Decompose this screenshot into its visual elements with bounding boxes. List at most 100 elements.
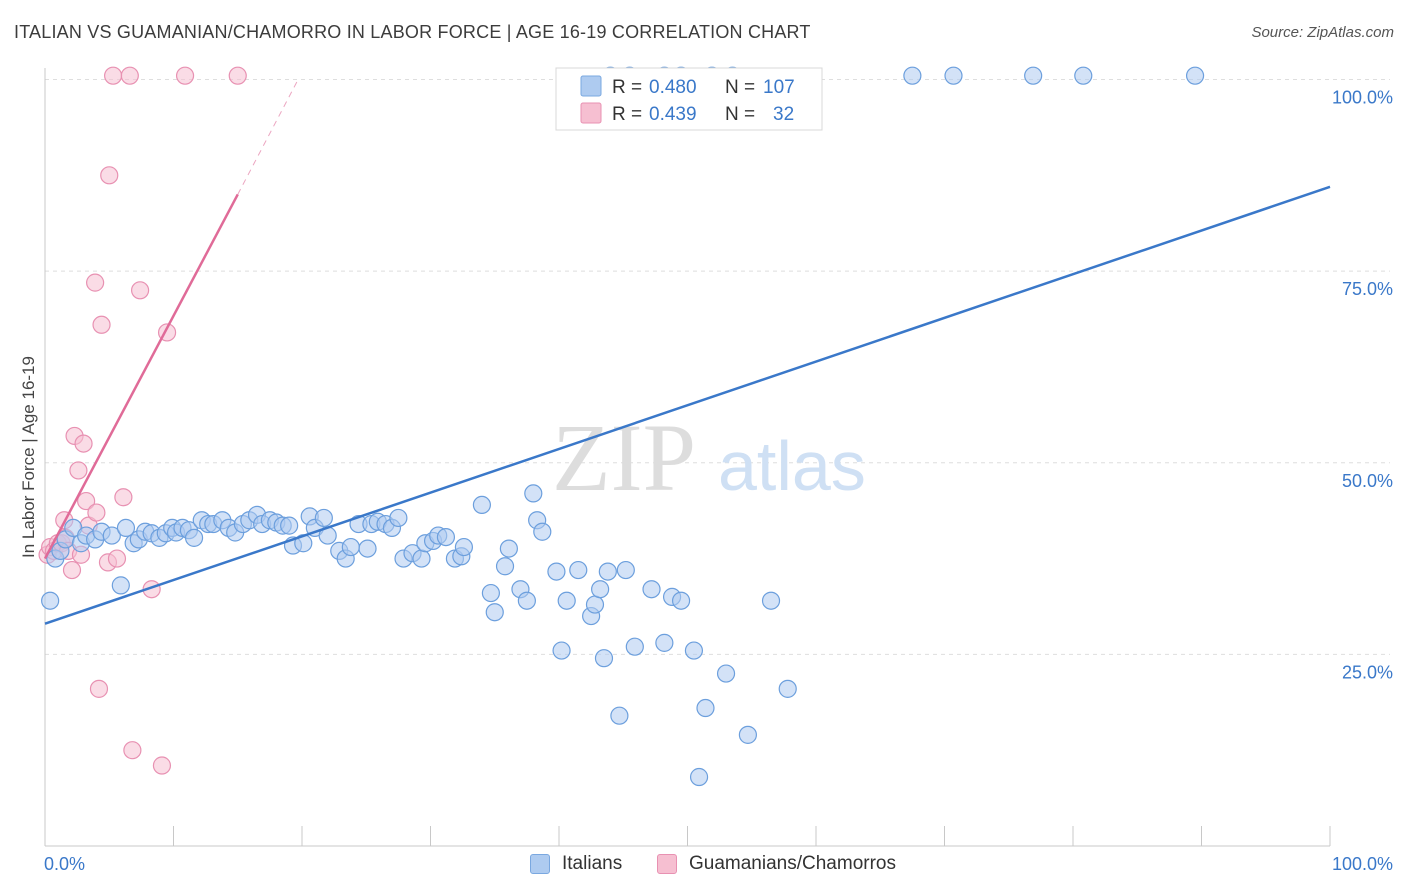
y-tick-label: 25.0% [1342, 662, 1393, 682]
italian-point [389, 508, 408, 528]
italian-point [696, 698, 715, 718]
italian-point [594, 649, 614, 668]
italian-point [111, 576, 130, 595]
guamanian-point [89, 679, 109, 698]
italian-point [41, 591, 60, 610]
guamanian-point [92, 315, 111, 334]
italian-point [689, 767, 709, 787]
guamanian-point [152, 756, 172, 775]
italian-point [517, 591, 536, 610]
italian-point [116, 518, 136, 538]
source-attribution: Source: ZipAtlas.com [1251, 24, 1394, 41]
italian-point [903, 66, 922, 85]
italian-point [642, 580, 661, 599]
italian-point [412, 549, 431, 568]
legend-swatch-italians-bottom [530, 854, 550, 874]
watermark-zip: ZIP [552, 404, 696, 511]
watermark-atlas: atlas [718, 427, 866, 505]
italian-point [552, 641, 571, 660]
italian-point [280, 516, 299, 535]
guamanian-point [114, 488, 133, 507]
guamanian-point [77, 491, 96, 511]
guamanian-point [107, 549, 127, 568]
italian-point [598, 562, 617, 581]
legend-swatch-guamanians [580, 102, 602, 124]
legend-r-label-guamanians: R = [612, 104, 642, 125]
legend-item-italians: Italians [530, 851, 622, 877]
italian-point [778, 679, 797, 698]
italian-point [557, 591, 576, 610]
italian-point [625, 637, 644, 656]
guamanian-point [62, 560, 82, 580]
legend-r-value-guamanians: 0.439 [649, 104, 697, 125]
italian-point [102, 526, 121, 545]
watermark: ZIP atlas [552, 404, 866, 511]
italian-point [716, 664, 736, 683]
legend-r-label-italians: R = [612, 77, 642, 98]
legend-label-italians: Italians [562, 853, 623, 874]
guamanian-point [120, 66, 139, 85]
italian-point [485, 603, 504, 622]
legend-n-label-italians: N = [725, 77, 755, 98]
italian-point [1024, 66, 1043, 85]
guamanians-trend-line [43, 193, 239, 560]
italian-point [569, 560, 588, 580]
guamanian-point [123, 741, 142, 760]
legend-item-guamanians: Guamanians/Chamorros [657, 851, 896, 877]
pink-points [38, 66, 247, 775]
italian-point [547, 562, 566, 581]
gridlines [45, 79, 1390, 655]
italian-point [616, 560, 635, 580]
y-tick-labels: 100.0% 75.0% 50.0% 25.0% [1332, 88, 1393, 683]
italian-point [495, 557, 515, 576]
italian-point [944, 66, 963, 85]
chart-title: ITALIAN VS GUAMANIAN/CHAMORRO IN LABOR F… [14, 22, 811, 42]
x-axis-ticks [44, 826, 1331, 846]
blue-points [41, 66, 1205, 787]
guamanian-point [104, 66, 123, 85]
legend-n-value-guamanians: 32 [773, 104, 794, 125]
guamanian-point [228, 66, 247, 85]
x-tick-label-min: 0.0% [44, 854, 85, 874]
legend-n-value-italians: 107 [763, 77, 795, 98]
y-axis-label: In Labor Force | Age 16-19 [19, 356, 38, 558]
italian-point [1185, 66, 1205, 85]
italian-point [481, 583, 500, 603]
italian-point [472, 495, 491, 515]
italian-point [358, 539, 377, 558]
italian-point [738, 725, 757, 744]
legend-bottom: Italians Guamanians/Chamorros [0, 851, 1406, 879]
italian-point [341, 537, 360, 557]
guamanian-point [130, 281, 150, 300]
guamanian-point [100, 166, 119, 185]
italian-point [655, 633, 674, 652]
legend-label-guamanians: Guamanians/Chamorros [689, 853, 896, 874]
italian-point [524, 484, 543, 503]
italian-point [314, 508, 333, 528]
trend-lines [43, 79, 1331, 625]
legend-n-label-guamanians: N = [725, 104, 755, 125]
guamanian-point [87, 503, 106, 522]
italian-point [533, 522, 552, 541]
italian-point [436, 528, 456, 547]
guamanian-point [69, 461, 88, 480]
legend-swatch-italians [580, 75, 602, 97]
y-tick-label: 75.0% [1342, 279, 1393, 299]
legend-swatch-guamanians-bottom [657, 854, 677, 874]
legend-top: R = 0.480 N = 107 R = 0.439 N = 32 [555, 67, 823, 131]
italian-point [610, 706, 629, 725]
italian-point [184, 528, 204, 547]
italian-point [1074, 66, 1093, 85]
italians-trend-line [44, 185, 1331, 625]
italian-point [591, 580, 610, 599]
italian-point [684, 641, 704, 660]
legend-r-value-italians: 0.480 [649, 77, 697, 98]
italian-point [454, 537, 474, 557]
guamanians-trend-extension [237, 79, 299, 195]
italian-point [671, 591, 691, 610]
italian-point [761, 591, 781, 610]
guamanian-point [74, 434, 93, 453]
guamanian-point [86, 273, 105, 292]
italian-point [585, 595, 605, 614]
